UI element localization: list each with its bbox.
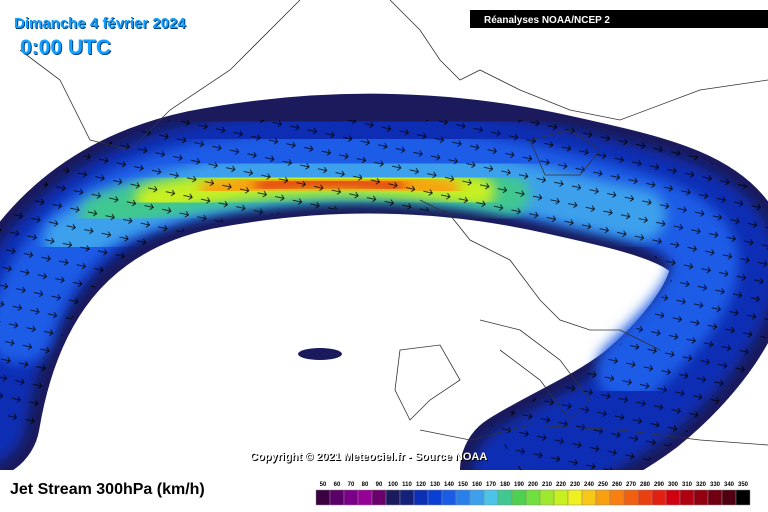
scale-box <box>511 489 527 506</box>
source-text: Réanalyses NOAA/NCEP 2 <box>484 15 610 26</box>
scale-box <box>735 489 751 506</box>
scale-label: 350 <box>738 482 749 488</box>
scale-box <box>637 489 653 506</box>
scale-label: 70 <box>348 482 355 488</box>
scale-label: 80 <box>362 482 369 488</box>
scale-box <box>595 489 611 506</box>
scale-box <box>679 489 695 506</box>
scale-box <box>343 489 359 506</box>
scale-box <box>483 489 499 506</box>
scale-label: 260 <box>612 482 623 488</box>
scale-box <box>399 489 415 506</box>
scale-label: 100 <box>388 482 399 488</box>
scale-label: 110 <box>402 482 412 488</box>
scale-box <box>315 489 331 506</box>
scale-label: 220 <box>556 482 567 488</box>
scale-box <box>441 489 457 506</box>
scale-label: 150 <box>458 482 469 488</box>
scale-label: 290 <box>654 482 665 488</box>
scale-box <box>539 489 555 506</box>
scale-box <box>469 489 485 506</box>
scale-label: 50 <box>320 482 327 488</box>
scale-label: 120 <box>416 482 427 488</box>
copyright: Copyright © 2021 Meteociel.fr - Source N… <box>250 451 487 463</box>
scale-label: 130 <box>430 482 441 488</box>
scale-box <box>609 489 625 506</box>
scale-label: 60 <box>334 482 341 488</box>
scale-label: 190 <box>514 482 525 488</box>
scale-box <box>553 489 569 506</box>
jet-stream <box>0 93 768 512</box>
scale-box <box>651 489 667 506</box>
scale-box <box>623 489 639 506</box>
time-title: 0:00 UTC <box>20 36 111 59</box>
legend-title: Jet Stream 300hPa (km/h) <box>10 481 205 498</box>
scale-box <box>525 489 541 506</box>
scale-box <box>581 489 597 506</box>
scale-label: 300 <box>668 482 679 488</box>
scale-box <box>707 489 723 506</box>
scale-box <box>721 489 737 506</box>
scale-box <box>357 489 373 506</box>
scale-box <box>665 489 681 506</box>
scale-label: 90 <box>376 482 383 488</box>
scale-box <box>427 489 443 506</box>
color-scale: 50 60 70 80 90 100 110 120 130 140 150 160 170 180 190… <box>315 482 751 506</box>
scale-label: 240 <box>584 482 595 488</box>
scale-label: 180 <box>500 482 511 488</box>
scale-label: 250 <box>598 482 609 488</box>
scale-box <box>371 489 387 506</box>
scale-box <box>497 489 513 506</box>
date-title: Dimanche 4 février 2024 <box>14 15 186 32</box>
scale-box <box>567 489 583 506</box>
source-box <box>470 10 768 28</box>
scale-label: 160 <box>472 482 483 488</box>
scale-label: 230 <box>570 482 581 488</box>
scale-box <box>413 489 429 506</box>
scale-label: 310 <box>682 482 693 488</box>
scale-label: 270 <box>626 482 637 488</box>
scale-box <box>455 489 471 506</box>
scale-label: 320 <box>696 482 707 488</box>
scale-label: 340 <box>724 482 735 488</box>
scale-label: 330 <box>710 482 721 488</box>
scale-box <box>385 489 401 506</box>
scale-box <box>329 489 345 506</box>
scale-box <box>693 489 709 506</box>
scale-label: 140 <box>444 482 455 488</box>
coastlines <box>19 0 768 446</box>
scale-label: 200 <box>528 482 539 488</box>
scale-label: 170 <box>486 482 497 488</box>
scale-label: 280 <box>640 482 651 488</box>
scale-label: 210 <box>542 482 553 488</box>
